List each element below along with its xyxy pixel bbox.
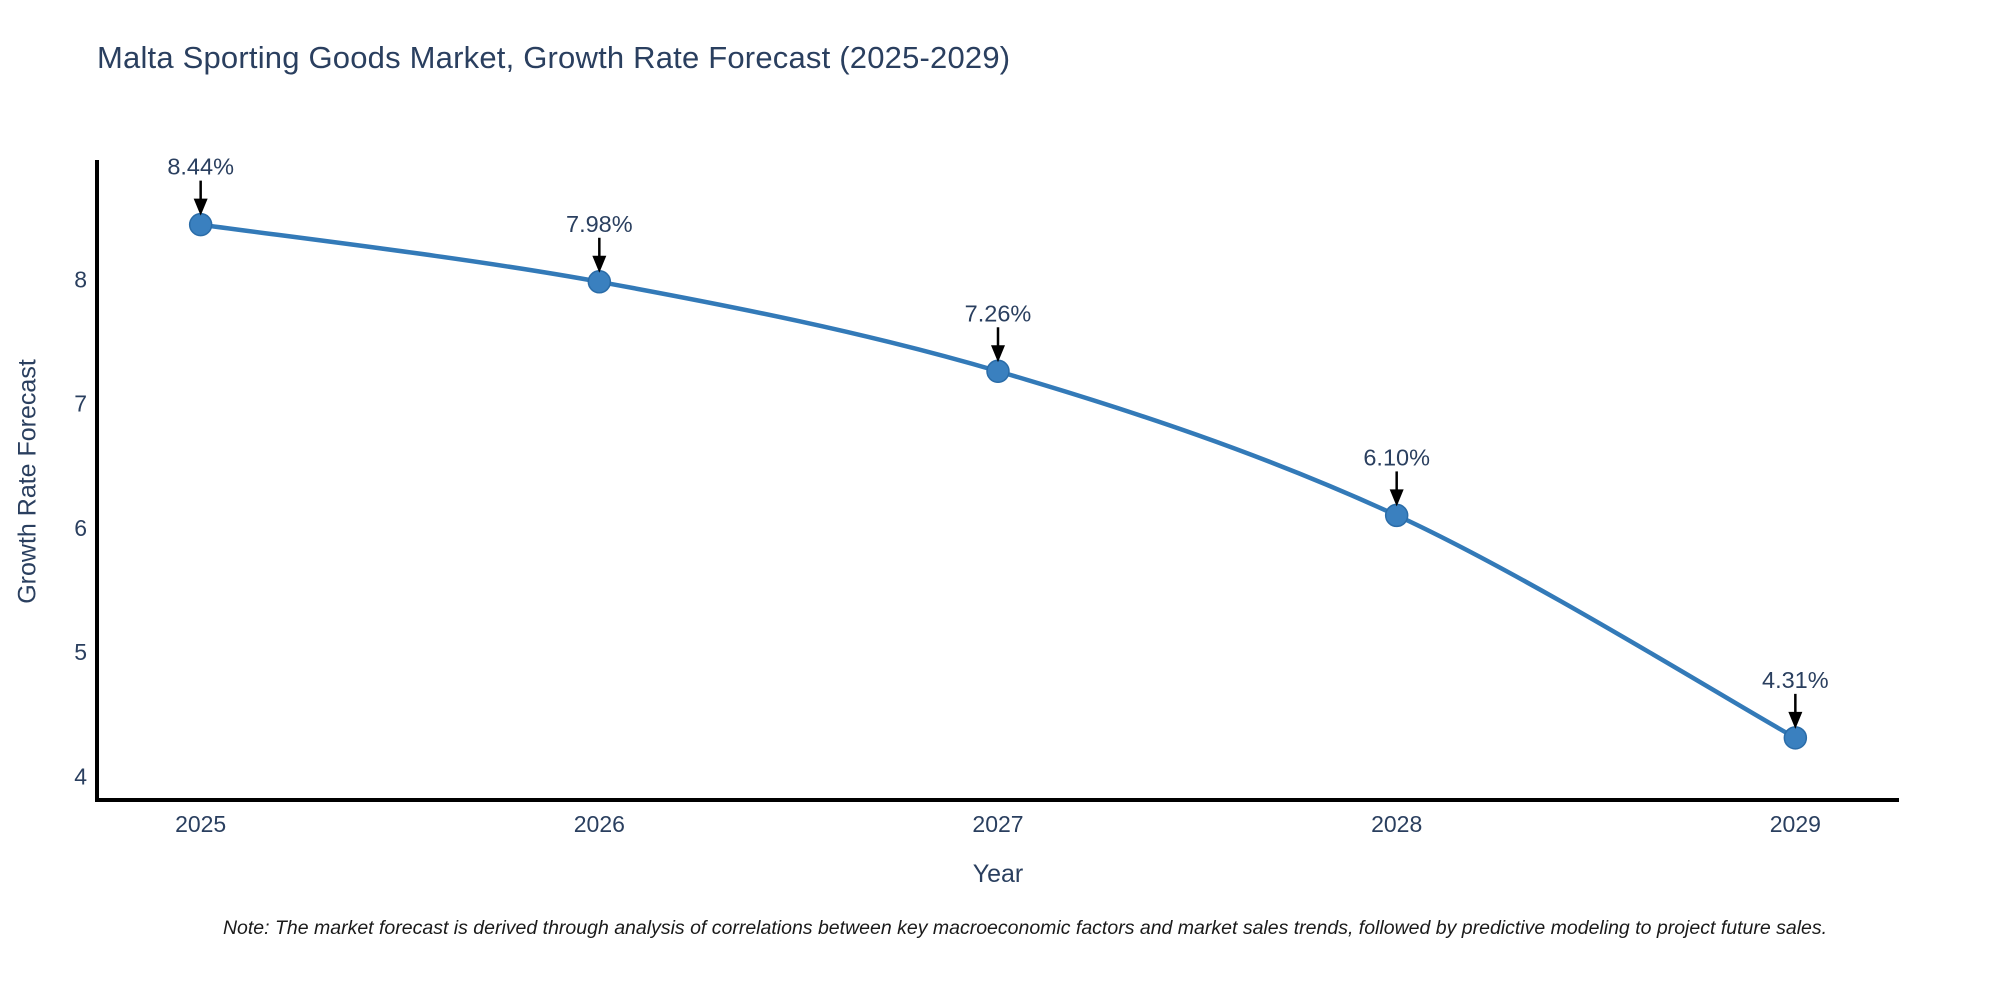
data-point-label: 8.44% — [167, 154, 234, 180]
data-point — [1783, 726, 1808, 750]
x-axis-title: Year — [972, 860, 1024, 888]
y-tick-label: 7 — [74, 391, 87, 417]
x-tick-label: 2026 — [574, 811, 625, 837]
annotation-arrow-head — [991, 345, 1005, 363]
y-tick-label: 5 — [74, 639, 87, 665]
annotation-arrow-head — [1389, 489, 1404, 507]
data-point-label: 7.98% — [566, 211, 633, 237]
data-point — [986, 359, 1010, 384]
y-axis-title: Growth Rate Forecast — [13, 359, 42, 604]
y-tick-label: 8 — [74, 266, 87, 292]
data-point-label: 6.10% — [1363, 444, 1430, 470]
data-point-label: 7.26% — [965, 300, 1032, 326]
annotation-arrow-head — [592, 255, 607, 273]
data-point — [1384, 503, 1409, 528]
x-tick-label: 2028 — [1371, 811, 1422, 837]
data-point-label: 4.31% — [1762, 667, 1829, 693]
y-tick-label: 6 — [74, 515, 87, 541]
x-tick-label: 2029 — [1770, 811, 1821, 837]
y-tick-label: 4 — [74, 763, 87, 789]
chart-title: Malta Sporting Goods Market, Growth Rate… — [97, 40, 1011, 75]
annotation-arrow-head — [193, 198, 208, 216]
annotation-arrow-head — [1788, 711, 1803, 729]
x-tick-label: 2027 — [972, 811, 1023, 837]
footnote: Note: The market forecast is derived thr… — [222, 917, 1828, 939]
data-point — [188, 212, 213, 237]
data-point — [587, 270, 612, 294]
x-tick-label: 2025 — [175, 811, 226, 837]
